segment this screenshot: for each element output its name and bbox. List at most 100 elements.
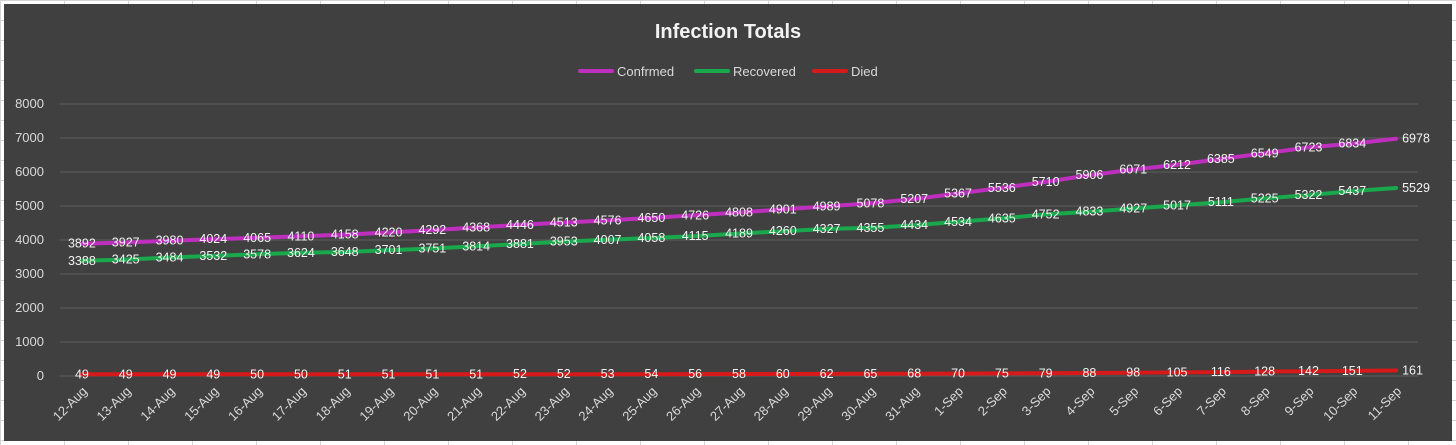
x-tick-label: 3-Sep [1019, 384, 1054, 419]
data-label: 3927 [112, 235, 140, 249]
data-label: 5017 [1163, 198, 1191, 212]
data-label: 53 [601, 367, 615, 381]
y-tick-label: 0 [37, 368, 44, 383]
data-label: 4368 [462, 220, 490, 234]
data-label: 75 [995, 366, 1009, 380]
data-label: 3484 [156, 251, 184, 265]
data-label: 151 [1342, 364, 1363, 378]
data-label: 3388 [68, 254, 96, 268]
x-tick-label: 31-Aug [882, 384, 922, 424]
x-tick-label: 15-Aug [181, 384, 221, 424]
data-label: 5529 [1402, 181, 1430, 195]
legend-label: Confrmed [617, 64, 674, 79]
x-tick-label: 6-Sep [1150, 384, 1185, 419]
data-label: 4110 [287, 229, 314, 243]
data-label: 51 [469, 367, 483, 381]
data-label: 5207 [900, 192, 928, 206]
data-label: 51 [425, 367, 439, 381]
data-label: 49 [119, 367, 133, 381]
data-label: 4158 [331, 228, 359, 242]
data-label: 51 [338, 367, 352, 381]
data-label: 4726 [681, 208, 709, 222]
data-label: 5710 [1032, 175, 1060, 189]
x-tick-label: 26-Aug [663, 384, 703, 424]
series-line-recovered [79, 186, 1399, 263]
data-label: 4446 [506, 218, 534, 232]
x-tick-label: 28-Aug [751, 384, 791, 424]
x-tick-label: 19-Aug [356, 384, 396, 424]
data-label: 6978 [1402, 132, 1430, 146]
data-label: 4576 [594, 213, 622, 227]
data-label: 4534 [944, 215, 972, 229]
x-tick-label: 7-Sep [1194, 384, 1229, 419]
legend-label: Died [851, 64, 878, 79]
data-label: 3814 [462, 239, 490, 253]
x-tick-label: 21-Aug [444, 384, 484, 424]
x-tick-label: 1-Sep [931, 384, 966, 419]
data-label: 3648 [331, 245, 359, 259]
data-label: 5078 [857, 196, 885, 210]
y-tick-label: 3000 [15, 266, 44, 281]
x-tick-label: 27-Aug [707, 384, 747, 424]
x-tick-label: 5-Sep [1106, 384, 1141, 419]
line-chart: Infection Totals 0 1000 2000 3000 4000 5000 60… [15, 21, 1430, 424]
data-label: 68 [907, 367, 921, 381]
data-label: 5367 [944, 187, 972, 201]
data-label: 62 [820, 367, 834, 381]
data-label: 3624 [287, 246, 315, 260]
series-line-confrmed [79, 136, 1399, 246]
y-tick-label: 4000 [15, 232, 44, 247]
x-tick-label: 24-Aug [575, 384, 615, 424]
y-tick-label: 7000 [15, 130, 44, 145]
data-label: 6212 [1163, 158, 1191, 172]
data-label: 4635 [988, 211, 1016, 225]
data-label: 6071 [1119, 163, 1147, 177]
series-line-died [79, 368, 1399, 377]
y-tick-label: 1000 [15, 334, 44, 349]
data-label: 88 [1082, 366, 1096, 380]
data-label: 128 [1254, 365, 1275, 379]
data-label: 79 [1039, 366, 1053, 380]
data-label: 3532 [199, 249, 227, 263]
chart-area[interactable]: Infection Totals 0 1000 2000 3000 4000 5000 60… [4, 4, 1452, 441]
data-label: 50 [294, 367, 308, 381]
x-tick-label: 4-Sep [1062, 384, 1097, 419]
data-label: 3701 [375, 243, 403, 257]
data-label: 3751 [418, 241, 446, 255]
x-tick-label: 13-Aug [94, 384, 134, 424]
data-label: 6834 [1338, 137, 1366, 151]
data-label: 4989 [813, 199, 841, 213]
data-label: 4327 [813, 222, 841, 236]
x-tick-label: 17-Aug [269, 384, 309, 424]
data-label: 51 [382, 367, 396, 381]
data-label: 4901 [769, 202, 797, 216]
x-tick-label: 22-Aug [488, 384, 528, 424]
x-tick-label: 10-Sep [1320, 384, 1360, 424]
data-label: 5437 [1338, 184, 1366, 198]
data-label: 4220 [375, 226, 403, 240]
data-label: 60 [776, 367, 790, 381]
data-label: 58 [732, 367, 746, 381]
legend-label: Recovered [733, 64, 796, 79]
data-label: 4007 [594, 233, 622, 247]
data-label: 6549 [1251, 146, 1279, 160]
data-label: 4292 [418, 223, 446, 237]
data-label: 4434 [900, 218, 928, 232]
data-label: 3881 [506, 237, 534, 251]
data-label: 5536 [988, 181, 1016, 195]
data-label: 105 [1167, 365, 1188, 379]
x-tick-label: 18-Aug [313, 384, 353, 424]
data-label: 4833 [1076, 205, 1104, 219]
y-tick-label: 6000 [15, 164, 44, 179]
data-label: 3578 [243, 247, 271, 261]
data-label: 4058 [637, 231, 665, 245]
data-label: 3892 [68, 237, 96, 251]
data-label: 98 [1126, 366, 1140, 380]
x-tick-label: 30-Aug [838, 384, 878, 424]
y-tick-label: 8000 [15, 96, 44, 111]
data-label: 4650 [637, 211, 665, 225]
data-label: 6385 [1207, 152, 1235, 166]
data-label: 4355 [857, 221, 885, 235]
data-label: 56 [688, 367, 702, 381]
data-label: 50 [250, 367, 264, 381]
